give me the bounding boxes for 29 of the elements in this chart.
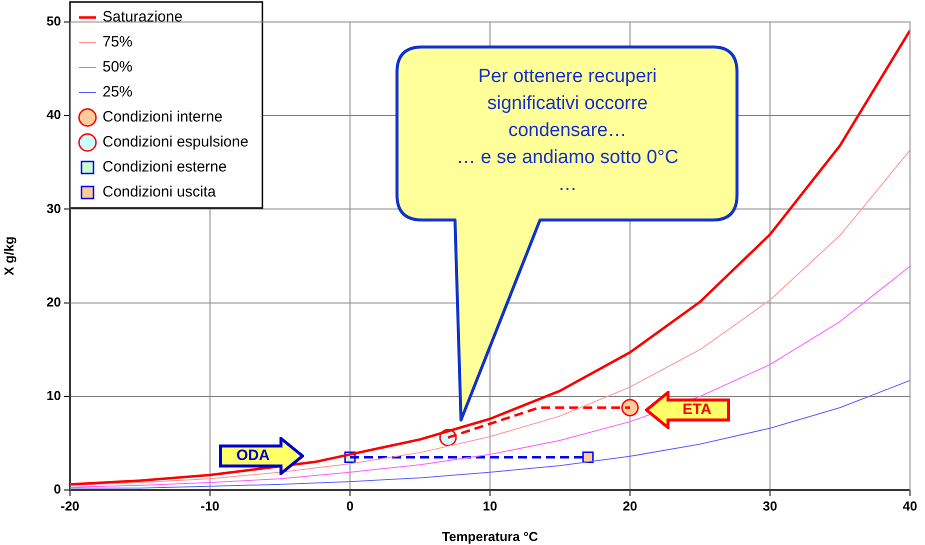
annotation: ETA: [682, 401, 712, 419]
left-arrow: ETA: [645, 391, 730, 429]
x-tick-label: 40: [902, 498, 918, 514]
y-tick-label: 0: [54, 482, 61, 497]
legend-label: 50%: [102, 58, 133, 76]
y-tick-label: 20: [46, 294, 61, 310]
y-tick-label: 10: [46, 388, 61, 403]
annotation: Per ottenere recuperi significativi occorre condensare… … e se andiamo sotto 0°C …: [456, 65, 680, 197]
x-tick-label: 0: [346, 498, 354, 514]
y-tick-label: 40: [46, 107, 61, 122]
legend-label: Condizioni interne: [102, 108, 223, 126]
x-tick-label: -10: [200, 498, 220, 514]
x-tick-label: 20: [622, 498, 638, 514]
y-tick-label: 50: [46, 14, 61, 29]
x-tick-label: 10: [482, 498, 498, 514]
y-axis-title: X g/kg: [1, 236, 16, 276]
right-arrow: ODA: [219, 437, 304, 475]
legend-label: Condizioni uscita: [102, 184, 217, 201]
y-tick-label: 30: [46, 200, 61, 216]
legend-label: 25%: [102, 84, 133, 101]
legend-label: 75%: [102, 34, 133, 51]
annotation: ODA: [235, 447, 271, 465]
legend-label: Saturazione: [102, 8, 183, 26]
point: [621, 398, 639, 416]
legend-label: Condizioni esterne: [102, 158, 227, 176]
x-tick-label: 30: [762, 498, 778, 514]
x-tick-label: -20: [60, 498, 80, 514]
legend-label: Condizioni espulsione: [102, 134, 248, 151]
x-axis-title: Temperatura °C: [442, 528, 539, 544]
